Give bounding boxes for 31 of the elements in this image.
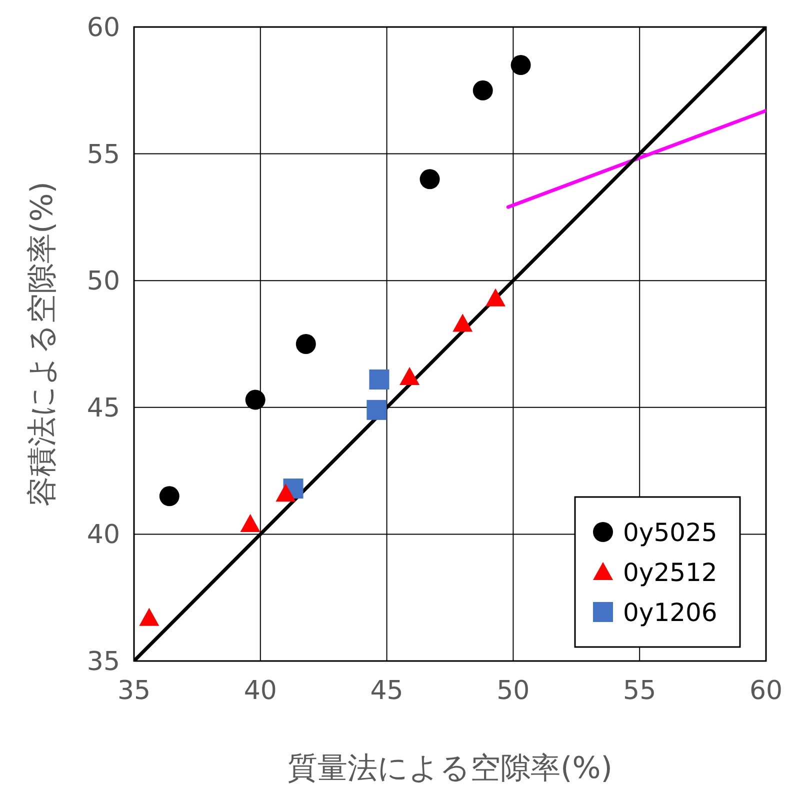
point [369, 370, 390, 390]
point [420, 169, 440, 190]
y-tick-label: 35 [86, 647, 120, 677]
y-tick-label: 60 [86, 13, 120, 43]
y-tick-label: 55 [86, 140, 120, 170]
y-tick-label: 50 [86, 266, 120, 297]
point [366, 400, 387, 420]
y-tick-label: 45 [86, 393, 120, 424]
x-axis-title: 質量法による空隙率(%) [288, 751, 612, 786]
y-axis-title: 容積法による空隙率(%) [25, 182, 60, 506]
point [276, 484, 296, 502]
point [400, 366, 420, 385]
x-tick-label: 40 [244, 676, 277, 706]
x-tick-label: 50 [496, 676, 530, 706]
x-tick-label: 45 [370, 676, 404, 706]
legend-label: 0y5025 [623, 518, 718, 547]
y-tick-label: 40 [86, 520, 120, 550]
legend-label: 0y2512 [623, 558, 718, 587]
point [472, 80, 493, 100]
x-tick-label: 55 [623, 676, 656, 706]
point [452, 314, 473, 332]
point [486, 288, 506, 306]
point [245, 390, 266, 410]
x-tick-label: 35 [117, 676, 151, 706]
point [296, 334, 316, 354]
legend-label: 0y1206 [623, 598, 718, 627]
point [510, 55, 531, 76]
point [139, 608, 160, 626]
point [159, 486, 180, 506]
x-tick-label: 60 [749, 676, 783, 706]
point [240, 514, 260, 532]
